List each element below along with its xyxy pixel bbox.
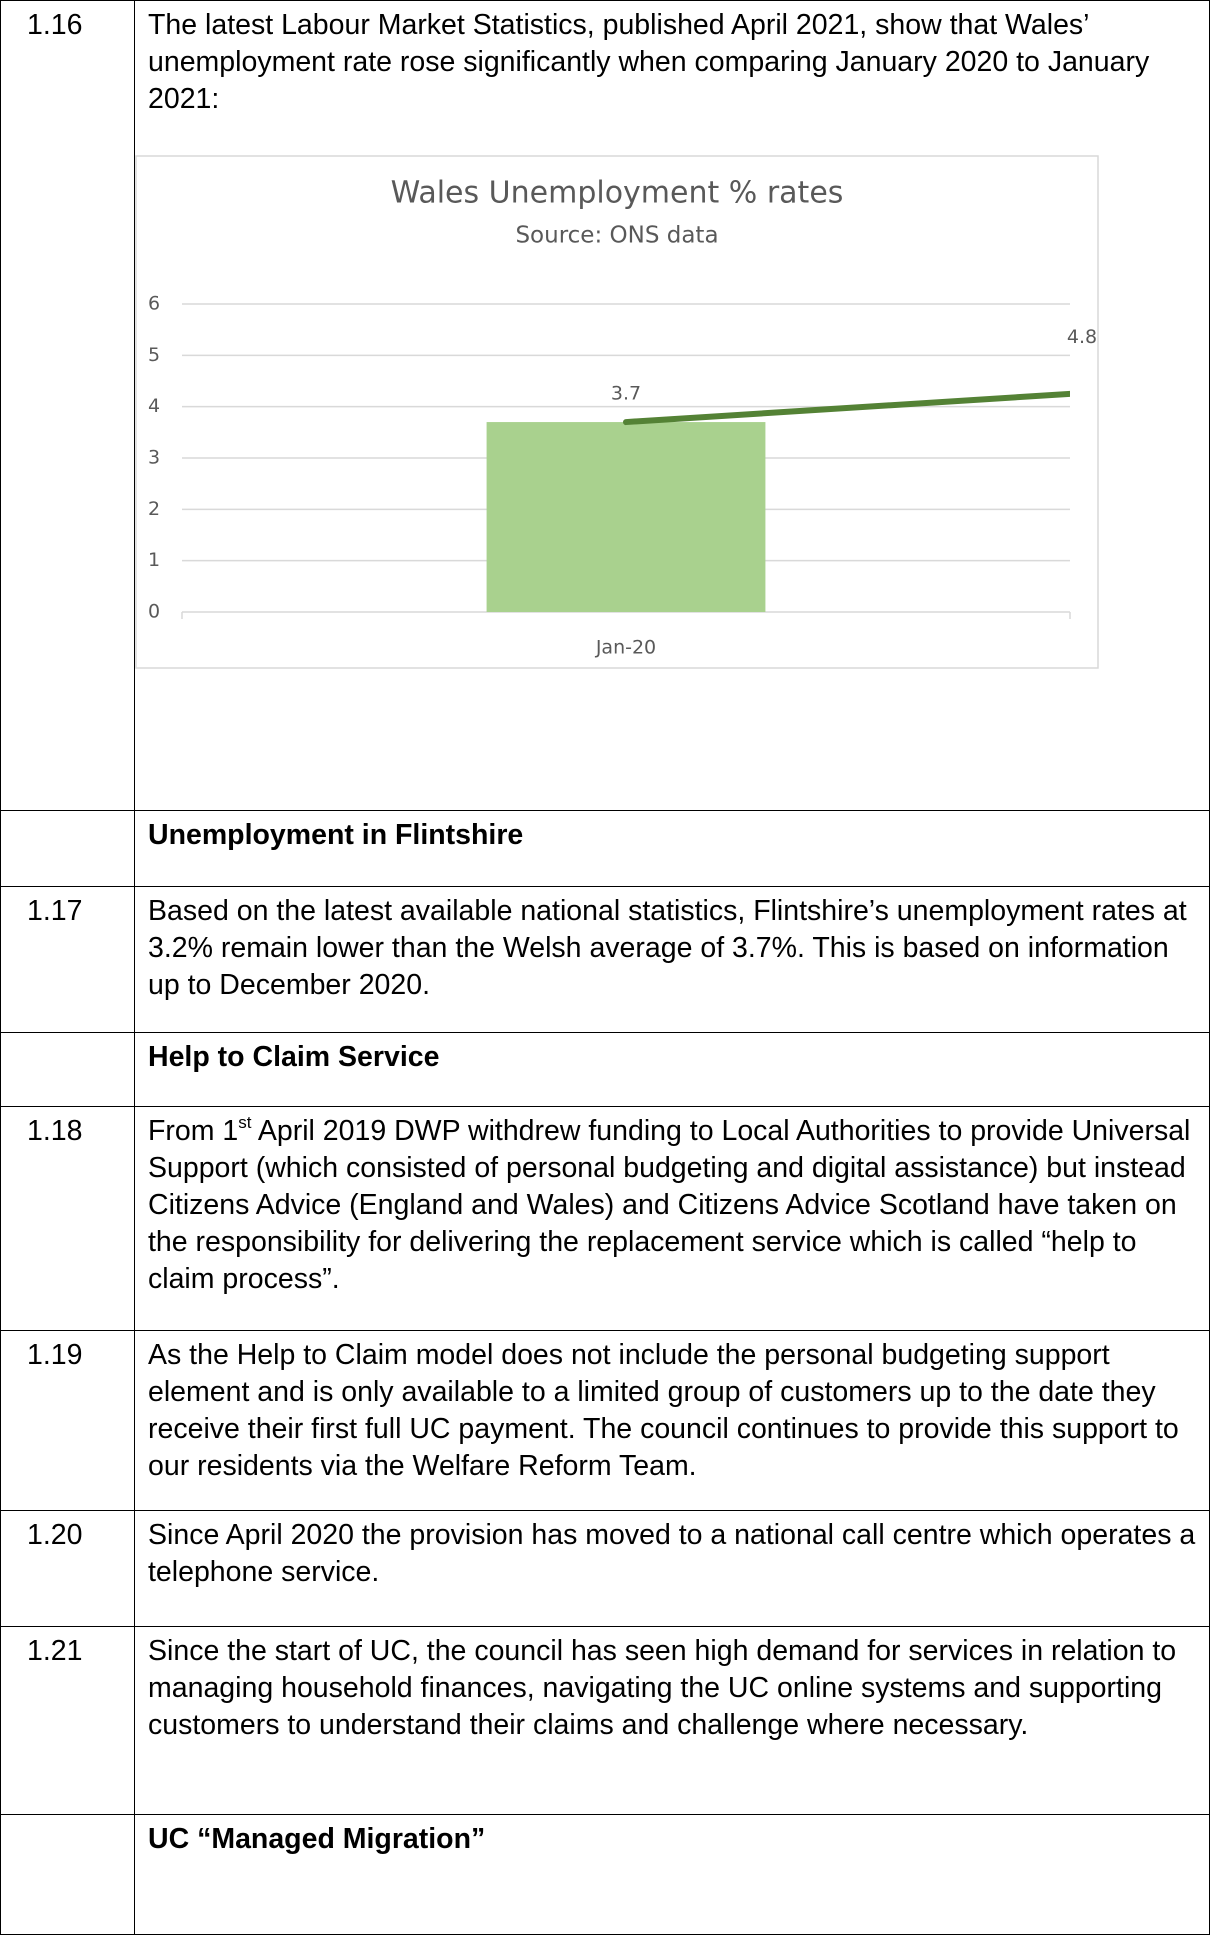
x-tick-label: Jan-20 <box>595 637 656 659</box>
y-tick-label: 2 <box>148 498 160 520</box>
table-row: 1.18 From 1st April 2019 DWP withdrew fun… <box>0 1106 1210 1331</box>
row-text: From 1st April 2019 DWP withdrew funding… <box>134 1106 1210 1331</box>
section-heading: Help to Claim Service <box>148 1041 440 1073</box>
text: The latest Labour Market Statistics, pub… <box>148 9 1150 115</box>
row-text: Based on the latest available national s… <box>134 886 1210 1033</box>
table-row: 1.21 Since the start of UC, the council h… <box>0 1626 1210 1815</box>
section-heading: UC “Managed Migration” <box>148 1823 486 1855</box>
text: April 2019 DWP withdrew funding to Local… <box>148 1115 1191 1295</box>
row-text: Unemployment in Flintshire <box>134 810 1210 887</box>
table-row: 1.17 Based on the latest available nation… <box>0 886 1210 1033</box>
table-row: Help to Claim Service <box>0 1032 1210 1107</box>
text: As the Help to Claim model does not incl… <box>148 1339 1179 1482</box>
text: Based on the latest available national s… <box>148 895 1187 1001</box>
y-tick-label: 1 <box>148 549 160 571</box>
chart-subtitle: Source: ONS data <box>515 223 718 249</box>
text: Since April 2020 the provision has moved… <box>148 1519 1196 1588</box>
y-tick-label: 3 <box>148 447 160 469</box>
y-tick-label: 4 <box>148 395 160 417</box>
y-tick-label: 6 <box>148 293 160 315</box>
line <box>623 390 1070 426</box>
row-text: UC “Managed Migration” <box>134 1814 1210 1935</box>
chart-title: Wales Unemployment % rates <box>391 176 844 211</box>
table-row: 1.19 As the Help to Claim model does not … <box>0 1330 1210 1511</box>
row-number <box>0 810 135 887</box>
text: Since the start of UC, the council has s… <box>148 1635 1177 1741</box>
plot-area <box>486 390 1070 612</box>
row-text: Help to Claim Service <box>134 1032 1210 1107</box>
row-number: 1.17 <box>0 886 135 1033</box>
y-tick-label: 0 <box>148 601 160 623</box>
row-number: 1.18 <box>0 1106 135 1331</box>
row-text: Since April 2020 the provision has moved… <box>134 1510 1210 1627</box>
data-label: 3.7 <box>611 383 641 405</box>
chart: Wales Unemployment % rates Source: ONS d… <box>135 155 1099 669</box>
table-row: UC “Managed Migration” <box>0 1814 1210 1935</box>
section-heading: Unemployment in Flintshire <box>148 819 524 851</box>
y-tick-label: 5 <box>148 344 160 366</box>
superscript: st <box>238 1113 252 1132</box>
table-row: Unemployment in Flintshire <box>0 810 1210 887</box>
row-number <box>0 1032 135 1107</box>
row-number <box>0 1814 135 1935</box>
row-number: 1.21 <box>0 1626 135 1815</box>
table-row: 1.20 Since April 2020 the provision has m… <box>0 1510 1210 1627</box>
row-number: 1.16 <box>0 0 135 811</box>
data-label: 4.8 <box>1067 326 1097 348</box>
row-text: Since the start of UC, the council has s… <box>134 1626 1210 1815</box>
text: From 1 <box>148 1115 239 1147</box>
bar <box>486 422 766 612</box>
row-number: 1.20 <box>0 1510 135 1627</box>
row-number: 1.19 <box>0 1330 135 1511</box>
row-text: As the Help to Claim model does not incl… <box>134 1330 1210 1511</box>
